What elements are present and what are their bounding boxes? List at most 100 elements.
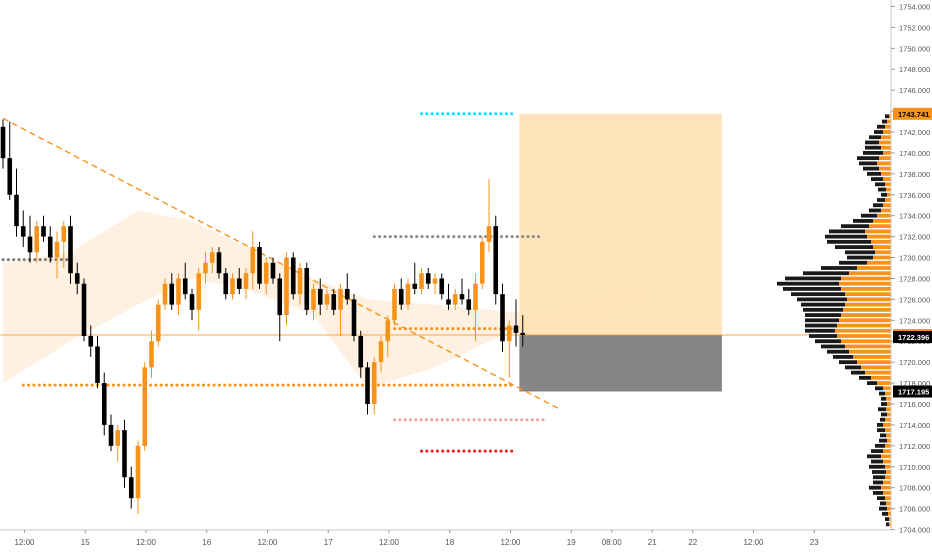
profile-sell-bar [805, 318, 839, 323]
candle-body [317, 288, 323, 305]
profile-buy-bar [883, 459, 891, 464]
profile-buy-bar [889, 522, 891, 527]
profile-sell-bar [861, 213, 877, 218]
profile-sell-bar [873, 491, 883, 495]
y-tick-label: 1730.000 [899, 254, 930, 263]
candle-body [0, 126, 6, 159]
profile-buy-bar [869, 224, 891, 229]
profile-sell-bar [877, 124, 885, 129]
candle-body [250, 247, 256, 274]
y-tick-label: 1742.000 [899, 128, 930, 137]
profile-buy-bar [885, 417, 891, 422]
profile-buy-bar [879, 166, 891, 171]
profile-sell-bar [869, 485, 881, 490]
candle-body [196, 273, 202, 310]
profile-buy-bar [886, 470, 891, 474]
candle-body [182, 278, 188, 295]
candle-body [169, 283, 175, 305]
candle-body [14, 194, 19, 227]
trendline-layer[interactable] [2, 117, 561, 410]
profile-sell-bar [865, 145, 881, 150]
profile-sell-bar [869, 135, 881, 140]
y-tick-label: 1738.000 [899, 170, 930, 179]
profile-sell-bar [839, 360, 857, 365]
profile-sell-bar [777, 281, 839, 286]
profile-buy-bar [839, 281, 891, 286]
profile-buy-bar [883, 151, 891, 155]
y-tick-label: 1712.000 [899, 442, 930, 451]
profile-buy-bar [886, 501, 891, 506]
candle-body [452, 294, 458, 305]
levels-layer [1, 112, 545, 453]
profile-buy-bar [841, 339, 891, 344]
profile-buy-bar [877, 381, 891, 385]
profile-buy-bar [857, 266, 891, 270]
profile-sell-bar [869, 208, 881, 213]
candle-body [162, 283, 168, 305]
profile-sell-bar [851, 370, 865, 375]
profile-sell-bar [801, 302, 845, 307]
profile-sell-bar [803, 271, 849, 276]
profile-sell-bar [877, 198, 885, 202]
profile-buy-bar [886, 396, 891, 401]
x-tick-label: 23 [810, 538, 819, 547]
candle-body [486, 226, 492, 242]
descending-trendline[interactable] [2, 117, 561, 410]
candle-body [41, 226, 46, 237]
profile-buy-bar [841, 276, 891, 281]
profile-sell-bar [845, 365, 861, 370]
profile-buy-bar [883, 480, 891, 485]
candle-body [189, 294, 195, 310]
profile-sell-bar [805, 328, 835, 333]
y-tick-label: 1728.000 [899, 274, 930, 283]
candle-body [493, 226, 499, 295]
candle-body [236, 278, 242, 289]
candle-body [203, 262, 208, 274]
profile-sell-bar [797, 297, 847, 302]
profile-buy-bar [853, 355, 891, 359]
profile-sell-bar [885, 517, 889, 521]
profile-buy-bar [885, 464, 891, 469]
profile-buy-bar [857, 360, 891, 365]
profile-sell-bar [859, 375, 871, 380]
x-tick-label: 12:00 [743, 538, 764, 547]
y-tick-label: 1726.000 [899, 295, 930, 304]
profile-sell-bar [879, 506, 887, 511]
candle-body [439, 278, 445, 295]
profile-sell-bar [875, 386, 883, 391]
candle-body [344, 288, 350, 300]
x-tick-label: 16 [202, 538, 211, 547]
candle-body [466, 299, 472, 310]
profile-sell-bar [827, 239, 871, 244]
x-tick-label: 08:00 [602, 538, 623, 547]
candle-body [263, 262, 269, 284]
x-tick-label: 22 [688, 538, 697, 547]
x-tick-label: 12:00 [500, 538, 521, 547]
y-tick-label: 1708.000 [899, 484, 930, 493]
y-axis[interactable]: 1704.000 1706.000 1708.000 1710.000 1712.000… [890, 0, 930, 535]
profile-sell-bar [881, 402, 887, 406]
profile-buy-bar [843, 307, 891, 312]
profile-sell-bar [829, 229, 865, 234]
profile-buy-bar [885, 198, 891, 202]
candle-body [257, 247, 262, 284]
profile-buy-bar [871, 375, 891, 380]
profile-sell-bar [875, 182, 885, 187]
profile-buy-bar [835, 328, 891, 333]
candle-body [378, 341, 384, 363]
profile-buy-bar [887, 402, 891, 406]
x-axis[interactable]: 12:00 15 12:00 16 12:00 17 12:00 18 12:00 19 08:00… [0, 529, 891, 547]
candle-body [7, 158, 13, 195]
price-label-box [893, 385, 932, 398]
stop-zone[interactable] [519, 335, 722, 392]
profile-sell-bar [821, 344, 845, 349]
profile-buy-bar [883, 491, 891, 495]
target-zone[interactable] [519, 113, 722, 336]
position-layer[interactable] [519, 113, 722, 392]
profile-sell-bar [880, 433, 886, 438]
candle-body [398, 288, 404, 305]
candle-body [459, 294, 465, 300]
profile-sell-bar [886, 522, 889, 527]
